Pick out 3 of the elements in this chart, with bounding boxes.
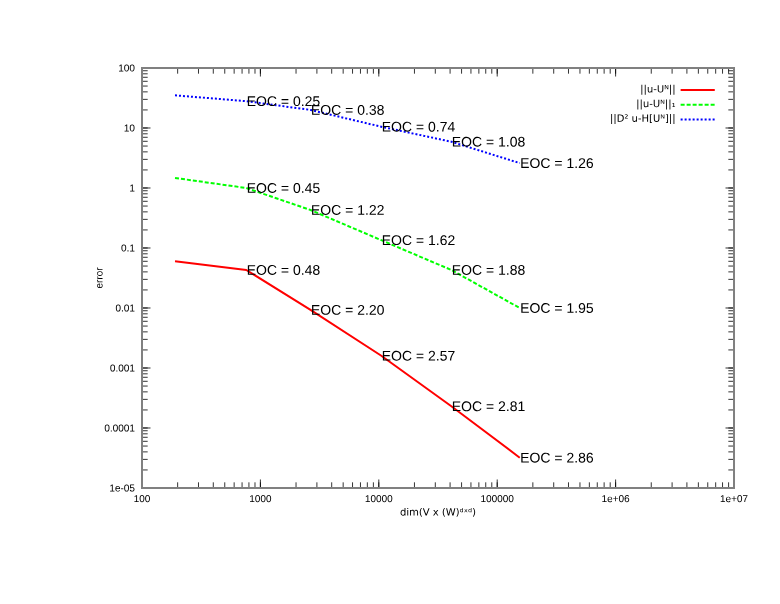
line-series — [174, 176, 521, 309]
line-series — [174, 94, 521, 165]
line-series — [174, 260, 521, 459]
